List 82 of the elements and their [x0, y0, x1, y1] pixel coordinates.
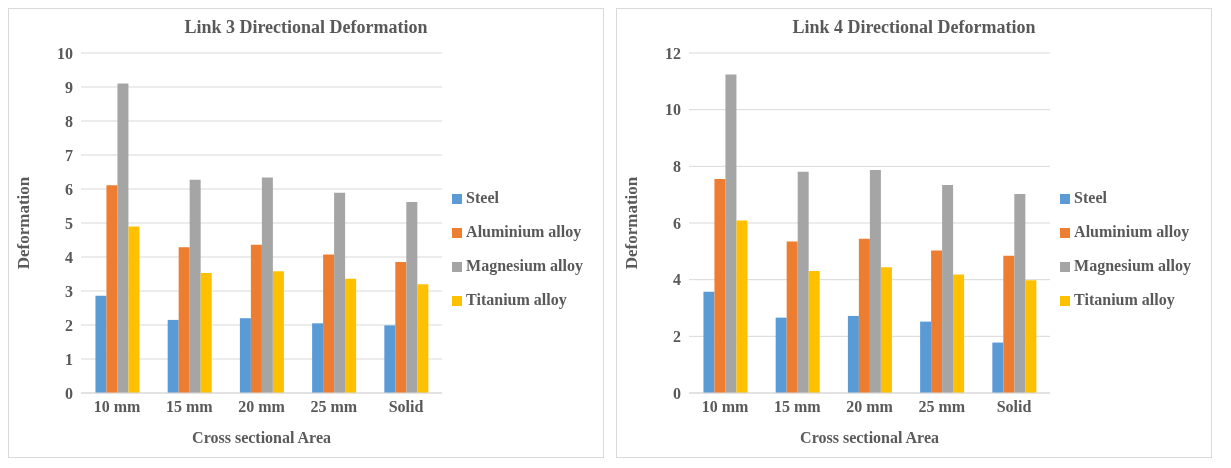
y-tick-label: 6	[65, 180, 73, 198]
legend-label: Aluminium alloy	[466, 223, 582, 240]
x-tick-label: Solid	[996, 398, 1032, 416]
bar	[345, 278, 357, 393]
bar	[920, 321, 932, 393]
y-tick-label: 0	[65, 384, 73, 402]
x-tick-label: 10 mm	[701, 398, 750, 416]
legend-label: Steel	[466, 189, 499, 206]
x-tick-label: 10 mm	[93, 398, 142, 416]
y-tick-label: 2	[65, 316, 73, 334]
bar	[869, 170, 881, 393]
bar	[725, 74, 737, 393]
y-tick-label: 1	[65, 350, 73, 368]
x-tick-label: Solid	[388, 398, 424, 416]
bar	[858, 238, 870, 393]
chart-title: Link 3 Directional Deformation	[183, 17, 429, 39]
x-tick-label: 25 mm	[918, 398, 966, 416]
bar	[992, 342, 1004, 393]
bar	[312, 323, 324, 393]
bar	[942, 185, 954, 393]
y-tick-label: 8	[65, 112, 73, 130]
bar	[95, 295, 107, 393]
bar	[106, 185, 118, 393]
x-tick-label: 20 mm	[238, 398, 286, 416]
bar	[261, 177, 273, 393]
x-axis-title: Cross sectional Area	[192, 429, 332, 446]
legend-label: Steel	[1074, 189, 1107, 206]
x-tick-label: 20 mm	[846, 398, 894, 416]
bar	[953, 274, 965, 393]
bar	[797, 171, 809, 393]
y-tick-label: 8	[673, 158, 681, 176]
bar	[417, 284, 429, 393]
bar	[200, 272, 212, 393]
bar	[1025, 280, 1037, 393]
x-tick-label: 15 mm	[166, 398, 214, 416]
y-tick-label: 10	[57, 44, 73, 62]
bar	[178, 247, 190, 393]
y-tick-label: 6	[673, 214, 681, 232]
bar	[189, 179, 201, 393]
bar	[384, 325, 396, 393]
x-axis-title: Cross sectional Area	[800, 429, 940, 446]
y-tick-label: 10	[665, 101, 681, 119]
y-tick-label: 4	[65, 248, 73, 266]
y-tick-label: 5	[65, 214, 73, 232]
bar	[395, 262, 407, 393]
y-tick-label: 3	[65, 282, 73, 300]
bar	[239, 318, 251, 393]
bar	[880, 267, 892, 393]
chart-title: Link 4 Directional Deformation	[791, 17, 1037, 39]
legend-label: Titanium alloy	[466, 291, 567, 308]
bar	[736, 220, 748, 393]
legend-label: Magnesium alloy	[466, 257, 583, 274]
bar	[775, 317, 787, 393]
y-tick-label: 0	[673, 384, 681, 402]
bar	[334, 192, 346, 393]
bar	[703, 291, 715, 393]
x-tick-label: 25 mm	[310, 398, 358, 416]
legend-label: Titanium alloy	[1074, 291, 1175, 308]
y-axis-title: Deformation	[622, 176, 642, 270]
bar	[250, 244, 262, 393]
legend-label: Magnesium alloy	[1074, 257, 1191, 274]
legend-label: Aluminium alloy	[1074, 223, 1190, 240]
y-tick-label: 12	[665, 44, 681, 62]
bar	[323, 254, 335, 393]
y-tick-label: 2	[673, 328, 681, 346]
bar	[847, 315, 859, 393]
y-axis-title: Deformation	[14, 176, 34, 270]
bar	[808, 270, 820, 393]
bar	[1003, 255, 1015, 393]
y-tick-label: 7	[65, 146, 73, 164]
bar	[1014, 194, 1026, 393]
bar	[272, 271, 284, 393]
bar	[167, 319, 179, 393]
bar	[406, 201, 418, 393]
bar	[786, 241, 798, 393]
bar	[714, 179, 726, 393]
bar	[931, 250, 943, 393]
y-tick-label: 4	[673, 271, 681, 289]
y-tick-label: 9	[65, 78, 73, 96]
bar	[128, 226, 140, 393]
x-tick-label: 15 mm	[774, 398, 822, 416]
bar	[117, 83, 129, 393]
